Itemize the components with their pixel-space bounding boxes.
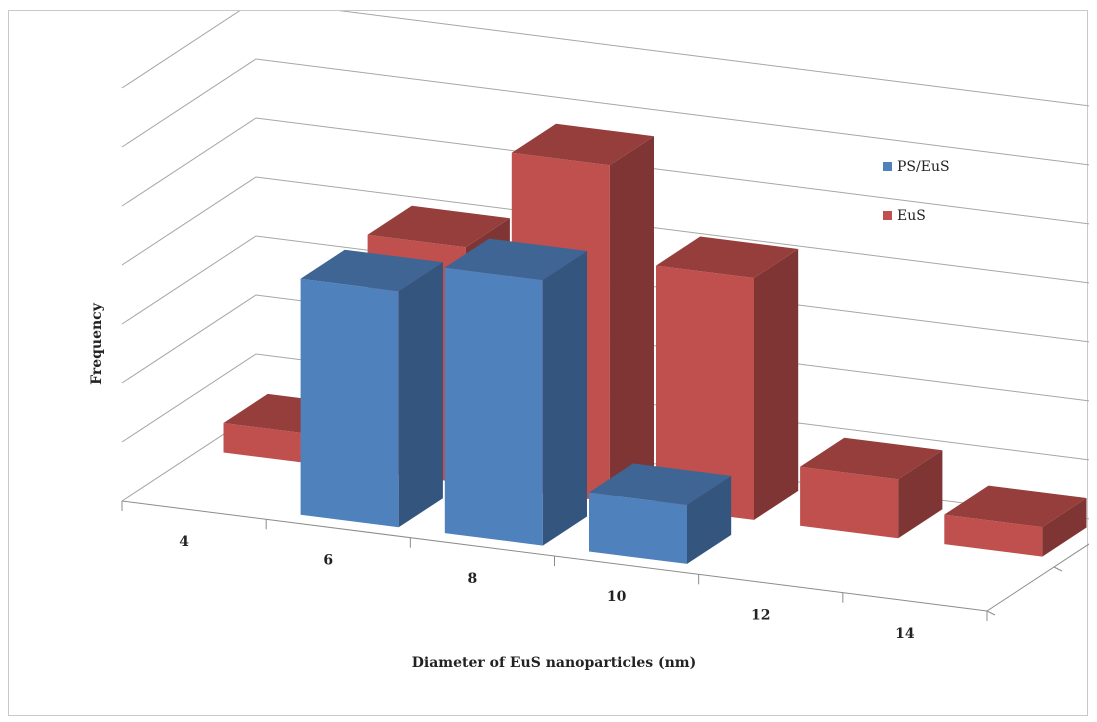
tick-labels: 4 6 8 10 12 14 [179,534,915,642]
bar-top-face [656,236,799,278]
x-axis-title: Diameter of EuS nanoparticles (nm) [412,655,696,671]
bar-front-face [300,278,399,528]
bar-side-face [687,475,732,564]
gridline [121,353,1089,461]
x-tick-label: 12 [751,608,770,624]
gridlines [121,11,1089,520]
bar-top-face [367,205,510,248]
bar-eus-10 [656,236,799,520]
legend-swatch-ps-eus [883,162,892,171]
y-axis-title: Frequency [89,302,105,385]
bar-top-face [300,249,443,292]
legend-swatch-eus [883,211,892,220]
x-tick-label: 4 [179,534,189,550]
legend-label-ps-eus: PS/EuS [897,159,950,175]
bar-front-face [589,492,687,564]
gridline [121,235,1089,343]
gridline [121,117,1089,225]
bar-top-face [511,123,654,166]
bar-top-face [944,485,1087,528]
bar-side-face [542,251,587,546]
gridline [121,58,1089,166]
bar-top-face [589,463,732,505]
x-tick-label: 6 [323,553,333,569]
bar-side-face [398,262,443,528]
bar-ps-eus-6 [300,249,443,528]
bar-ps-eus-10 [589,463,732,564]
gridline [121,176,1089,284]
chart-canvas: 4 6 8 10 12 14 Diameter of EuS nanoparticles … [89,11,1089,671]
x-tick-label: 10 [607,589,627,605]
bar-side-face [609,136,654,502]
bar-side-face [1042,498,1087,557]
bar-eus-14 [944,485,1087,557]
bar-front-face [223,423,322,465]
bar-top-face [800,437,943,480]
depth-tick-mark [1053,566,1063,572]
x-tick-label: 14 [895,626,915,642]
bar-front-face [800,466,899,539]
bar-eus-12 [800,437,943,539]
bar-top-face [444,238,587,281]
chart-frame: 4 6 8 10 12 14 Diameter of EuS nanoparticles … [8,10,1089,716]
x-tick-label: 8 [468,571,478,587]
bar-front-face [444,267,543,546]
bar-front-face [656,265,754,520]
bar-side-face [754,249,799,520]
legend: PS/EuS EuS [883,159,950,224]
bar-side-face [898,450,943,539]
bar-ps-eus-8 [444,238,587,546]
bars [223,123,1087,564]
gridline [121,11,1089,107]
axes [121,500,1089,621]
legend-label-eus: EuS [897,208,926,224]
depth-tick-mark [986,610,996,616]
gridline [121,294,1089,402]
bar-front-face [944,514,1043,557]
